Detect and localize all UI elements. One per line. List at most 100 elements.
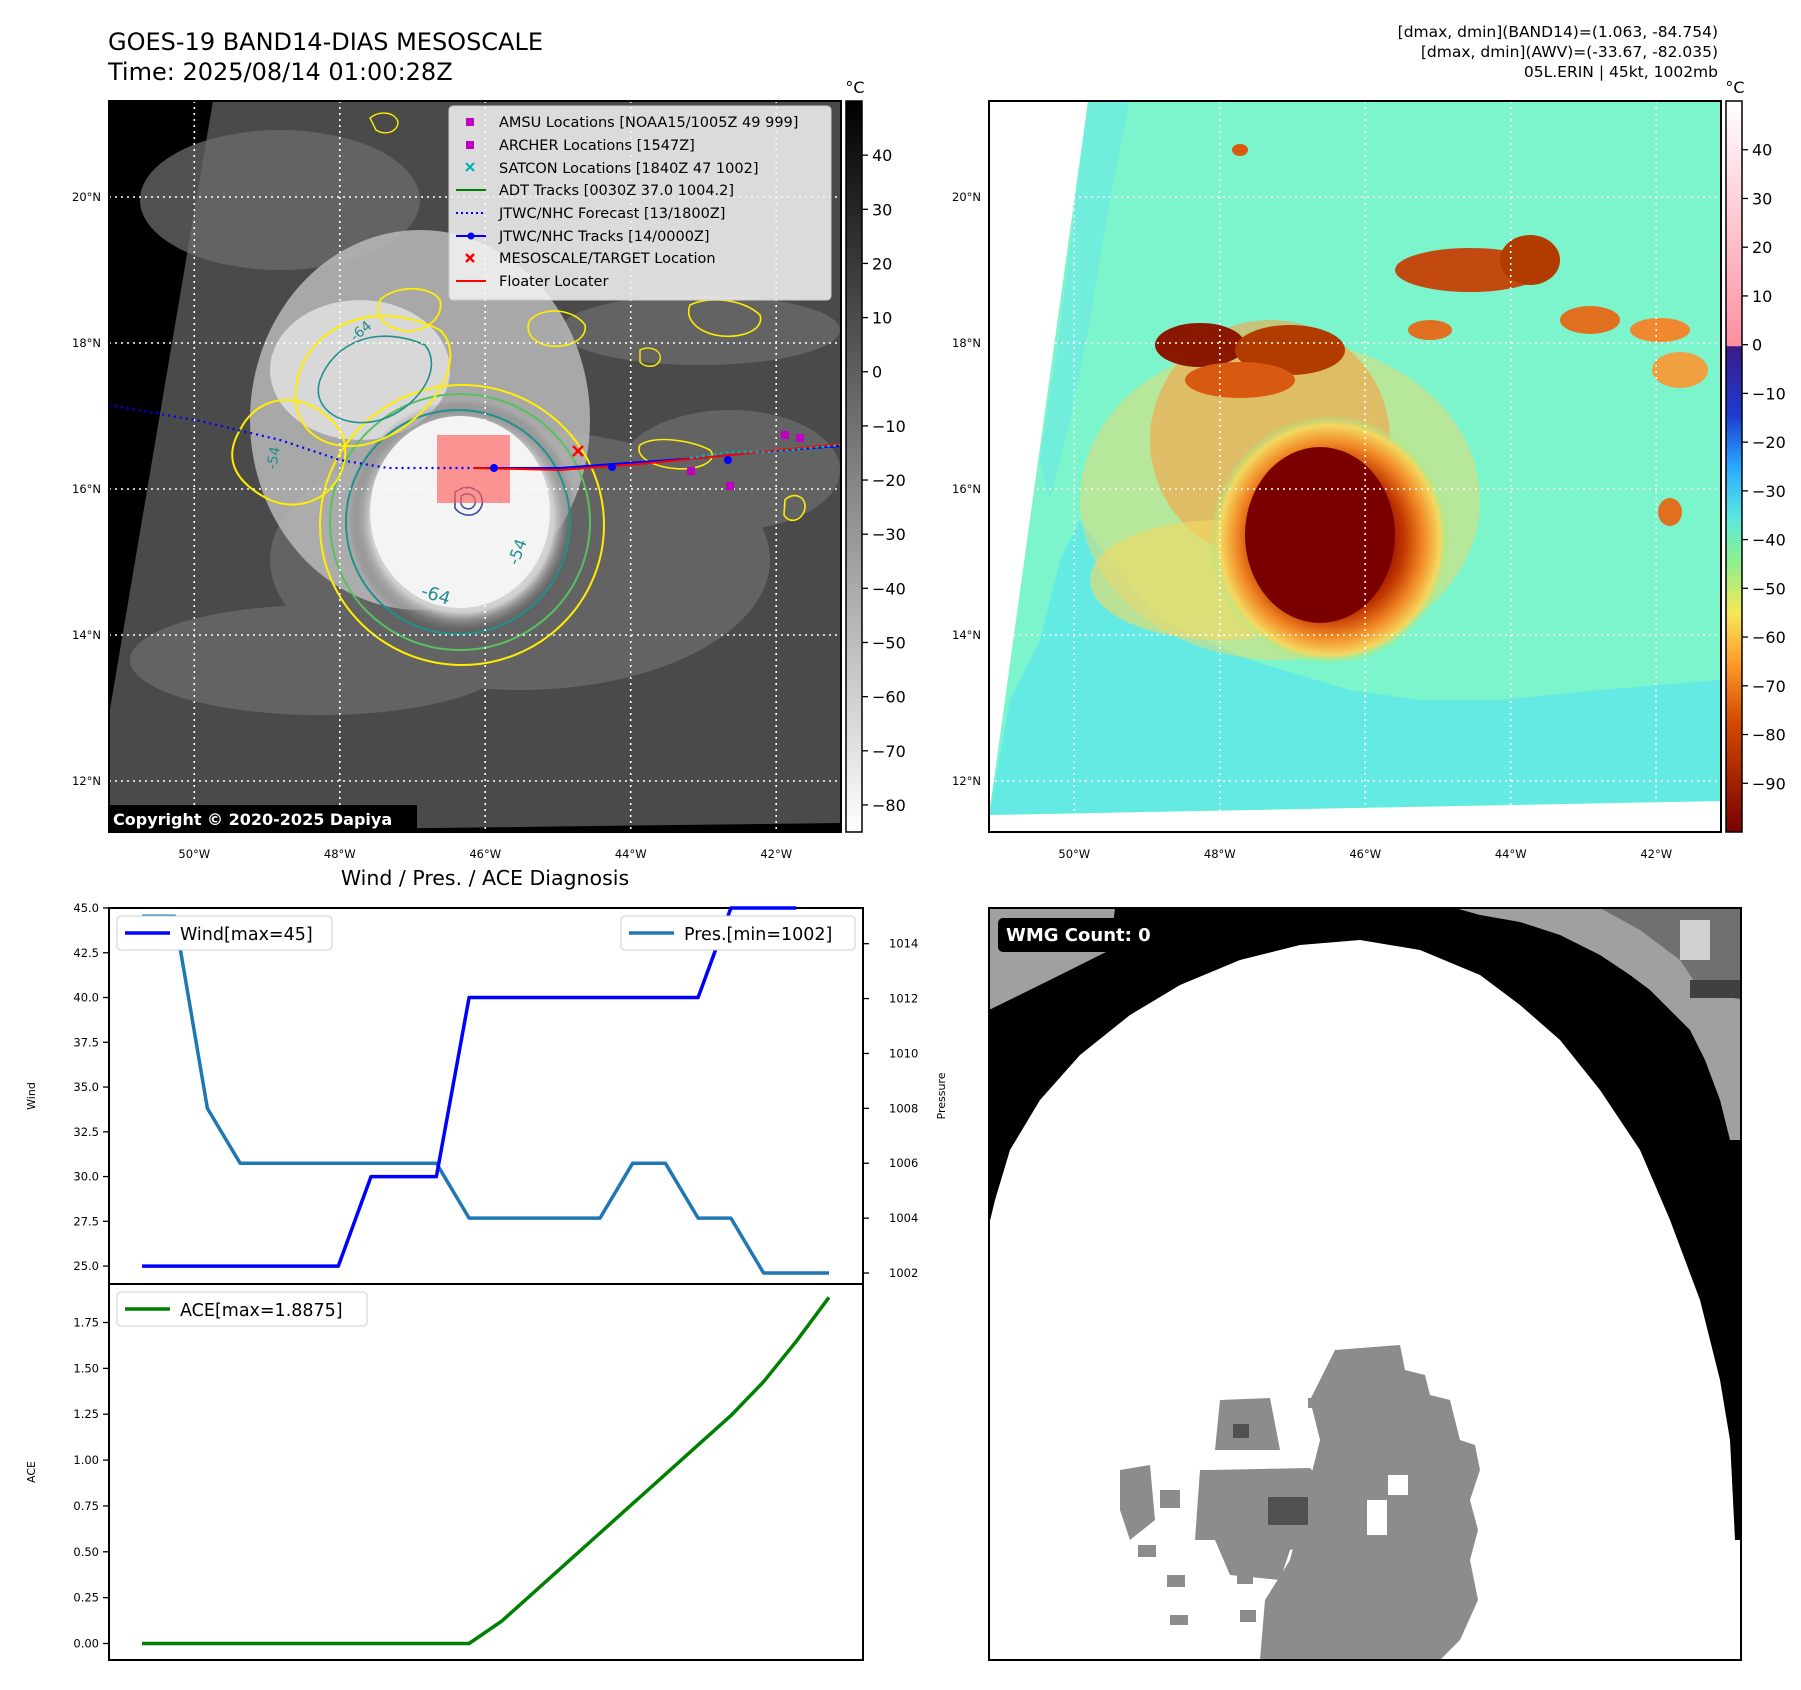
copyright-text: Copyright © 2020-2025 Dapiya: [113, 810, 392, 829]
awv-map-panel: 50°W 48°W 46°W 44°W 42°W 20°N 18°N 16°N …: [952, 100, 1722, 861]
legend-adt: ADT Tracks [0030Z 37.0 1004.2]: [499, 183, 734, 199]
wind-axis-tick-label: 45.0: [73, 901, 99, 915]
ace-axis-tick-label: 1.75: [73, 1316, 99, 1330]
wind-legend: Wind[max=45]: [116, 915, 333, 951]
ace-axis-tick-label: 1.50: [73, 1361, 99, 1375]
awv-lat-label: 16°N: [952, 482, 981, 496]
info-storm: 05L.ERIN | 45kt, 1002mb: [1524, 63, 1718, 81]
figure-time: Time: 2025/08/14 01:00:28Z: [107, 58, 453, 86]
ir-legend: AMSU Locations [NOAA15/1005Z 49 999] ARC…: [448, 105, 832, 301]
pressure-axis-tick-label: 1002: [889, 1266, 918, 1280]
awv-lat-label: 12°N: [952, 774, 981, 788]
pressure-axis-tick-label: 1010: [889, 1046, 918, 1060]
legend-jtwc-tracks: JTWC/NHC Tracks [14/0000Z]: [498, 229, 710, 245]
ir-colorbar-tick-label: 30: [872, 200, 892, 219]
wind-legend-label: Wind[max=45]: [180, 925, 313, 945]
ir-lat-label: 18°N: [72, 336, 101, 350]
awv-colorbar-tick-label: 30: [1752, 189, 1772, 208]
pressure-axis-label: Pressure: [935, 1072, 948, 1119]
legend-satcon: SATCON Locations [1840Z 47 1002]: [499, 161, 758, 177]
contour-label-4: -54: [264, 445, 284, 470]
pressure-axis-tick-label: 1004: [889, 1211, 918, 1225]
awv-colorbar-tick-label: 0: [1752, 336, 1762, 355]
ir-colorbar-tick-label: −60: [872, 688, 906, 707]
wind-axis-tick-label: 42.5: [73, 946, 99, 960]
awv-colorbar-tick-label: 20: [1752, 238, 1772, 257]
ir-colorbar-tick-label: −10: [872, 417, 906, 436]
ir-lon-label: 46°W: [469, 847, 501, 861]
legend-amsu: AMSU Locations [NOAA15/1005Z 49 999]: [499, 115, 798, 131]
wind-axis-label: Wind: [25, 1082, 38, 1110]
ir-colorbar-tick-label: −40: [872, 579, 906, 598]
ir-colorbar-tick-label: 0: [872, 363, 882, 382]
diag-panel: 45.0 42.5 40.0 37.5 35.0 32.5 30.0 27.5 25.0 1.75…: [25, 901, 948, 1661]
awv-colorbar-tick-label: 10: [1752, 287, 1772, 306]
pressure-axis-tick-label: 1008: [889, 1101, 918, 1115]
wind-axis-tick-label: 30.0: [73, 1170, 99, 1184]
ace-axis-tick-label: 0.50: [73, 1545, 99, 1559]
awv-colorbar-tick-label: −60: [1752, 628, 1786, 647]
legend-target: MESOSCALE/TARGET Location: [499, 251, 716, 267]
pressure-axis-tick-label: 1012: [889, 992, 918, 1006]
ir-colorbar-tick-label: 10: [872, 309, 892, 328]
wind-axis-tick-label: 32.5: [73, 1125, 99, 1139]
awv-lon-label: 46°W: [1349, 847, 1381, 861]
info-band14: [dmax, dmin](BAND14)=(1.063, -84.754): [1398, 23, 1718, 41]
awv-lat-label: 14°N: [952, 628, 981, 642]
wmg-count-label: WMG Count: 0: [1006, 925, 1151, 946]
pres-legend-label: Pres.[min=1002]: [684, 925, 832, 945]
ir-lat-label: 20°N: [72, 190, 101, 204]
awv-colorbar-tick-label: −80: [1752, 726, 1786, 745]
ir-colorbar-tick-label: −80: [872, 796, 906, 815]
awv-lat-label: 20°N: [952, 190, 981, 204]
ace-axis-tick-label: 1.25: [73, 1407, 99, 1421]
ir-lon-label: 50°W: [178, 847, 210, 861]
pressure-series-line: [142, 914, 829, 1275]
awv-colorbar-tick-label: −10: [1752, 384, 1786, 403]
legend-jtwc-forecast: JTWC/NHC Forecast [13/1800Z]: [498, 206, 725, 222]
ace-axis-tick-label: 0.75: [73, 1499, 99, 1513]
ir-colorbar-tick-label: 40: [872, 146, 892, 165]
awv-colorbar: °C 40 30 20 10 0 −10 −20 −30 −40 −50 −60 −70 −80 −90: [1725, 78, 1786, 833]
ir-map-panel: -64 -54 -64 -54: [72, 100, 842, 861]
ir-colorbar-tick-label: −20: [872, 471, 906, 490]
wind-pres-axes: [108, 907, 864, 1285]
jtwc-forecast-line: [109, 403, 474, 470]
ace-axis-label: ACE: [25, 1461, 38, 1483]
wind-axis-tick-label: 37.5: [73, 1035, 99, 1049]
ir-colorbar-unit: °C: [845, 78, 864, 97]
awv-lat-label: 18°N: [952, 336, 981, 350]
ir-lon-label: 44°W: [615, 847, 647, 861]
awv-colorbar-tick-label: −20: [1752, 433, 1786, 452]
wind-axis-tick-label: 40.0: [73, 991, 99, 1005]
awv-lon-label: 48°W: [1204, 847, 1236, 861]
wind-axis-tick-label: 27.5: [73, 1214, 99, 1228]
wmg-panel: WMG Count: 0: [988, 907, 1742, 1661]
pressure-axis-tick-label: 1014: [889, 937, 918, 951]
awv-colorbar-tick-label: −30: [1752, 482, 1786, 501]
ace-axes: [108, 1283, 864, 1661]
ace-legend-label: ACE[max=1.8875]: [180, 1301, 343, 1321]
ir-colorbar-tick-label: −70: [872, 742, 906, 761]
diag-title: Wind / Pres. / ACE Diagnosis: [341, 866, 629, 890]
info-awv: [dmax, dmin](AWV)=(-33.67, -82.035): [1421, 43, 1718, 61]
ir-colorbar-tick-label: 20: [872, 254, 892, 273]
wmg-count-badge: [998, 918, 1176, 952]
satcon-track: [689, 443, 841, 460]
ir-lat-label: 14°N: [72, 628, 101, 642]
ir-colorbar-tick-label: −50: [872, 633, 906, 652]
ir-lat-label: 16°N: [72, 482, 101, 496]
awv-lon-label: 44°W: [1495, 847, 1527, 861]
awv-colorbar-tick-label: −90: [1752, 774, 1786, 793]
ace-axis-tick-label: 0.25: [73, 1591, 99, 1605]
target-location-marker: [572, 445, 584, 457]
ace-axis-tick-label: 0.00: [73, 1636, 99, 1650]
ir-lon-label: 42°W: [760, 847, 792, 861]
ir-lat-label: 12°N: [72, 774, 101, 788]
awv-colorbar-tick-label: −70: [1752, 677, 1786, 696]
awv-lon-label: 50°W: [1058, 847, 1090, 861]
wind-axis-tick-label: 25.0: [73, 1259, 99, 1273]
wind-axis-tick-label: 35.0: [73, 1080, 99, 1094]
pressure-axis-tick-label: 1006: [889, 1156, 918, 1170]
wind-series-line: [142, 906, 797, 1268]
